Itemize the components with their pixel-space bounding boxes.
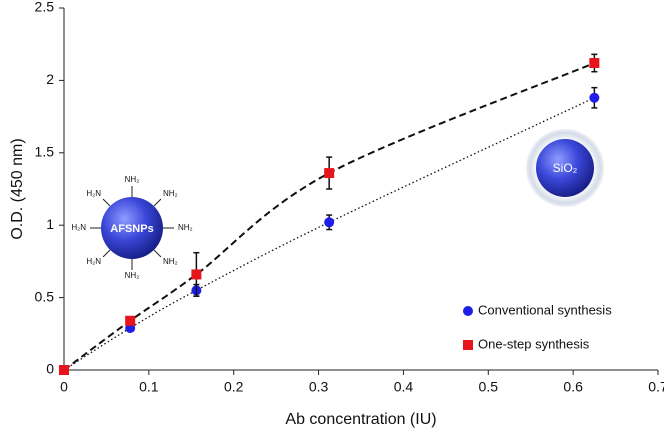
y-tick-label: 1 [46,216,54,232]
amine-label: NH₂ [178,223,193,232]
amine-label: H₂N [86,257,101,266]
x-tick-label: 0.4 [394,379,414,395]
illustrations: SiO₂ AFSNPs [90,129,604,270]
amine-label: H₂N [86,189,101,198]
y-tick-label: 0.5 [35,288,55,304]
x-tick-label: 0.6 [563,379,583,395]
amine-label: NH₂ [163,257,178,266]
x-tick-label: 0.1 [139,379,159,395]
afsnp-core [101,197,163,259]
x-tick-label: 0 [60,379,68,395]
x-tick-label: 0.5 [479,379,499,395]
y-tick-label: 2.5 [35,0,55,15]
legend-label: One-step synthesis [478,336,590,351]
x-tick-label: 0.3 [309,379,329,395]
y-axis-title: O.D. (450 nm) [9,138,26,239]
trend-line [63,62,595,371]
trend-line [63,97,595,371]
legend-marker [463,306,473,316]
amine-label: NH₂ [125,271,140,280]
point [125,315,136,326]
legend-marker [463,340,473,350]
point [324,217,335,228]
x-tick-label: 0.7 [648,379,664,395]
point [589,58,600,69]
amine-label: NH₂ [125,175,140,184]
point [324,168,335,179]
silica-label: SiO₂ [553,161,578,175]
x-axis-title: Ab concentration (IU) [285,411,436,428]
silica-core [536,139,594,197]
point [589,92,600,103]
x-tick-label: 0.2 [224,379,244,395]
y-tick-label: 0 [46,361,54,377]
point [191,269,202,280]
amine-label: H₂N [71,223,86,232]
y-tick-label: 2 [46,71,54,87]
amine-label: NH₂ [163,189,178,198]
point [59,365,69,375]
afsnp-label: AFSNPs [110,223,153,235]
y-tick-label: 1.5 [35,144,55,160]
legend-label: Conventional synthesis [478,302,612,317]
amine-bonds [90,186,174,270]
